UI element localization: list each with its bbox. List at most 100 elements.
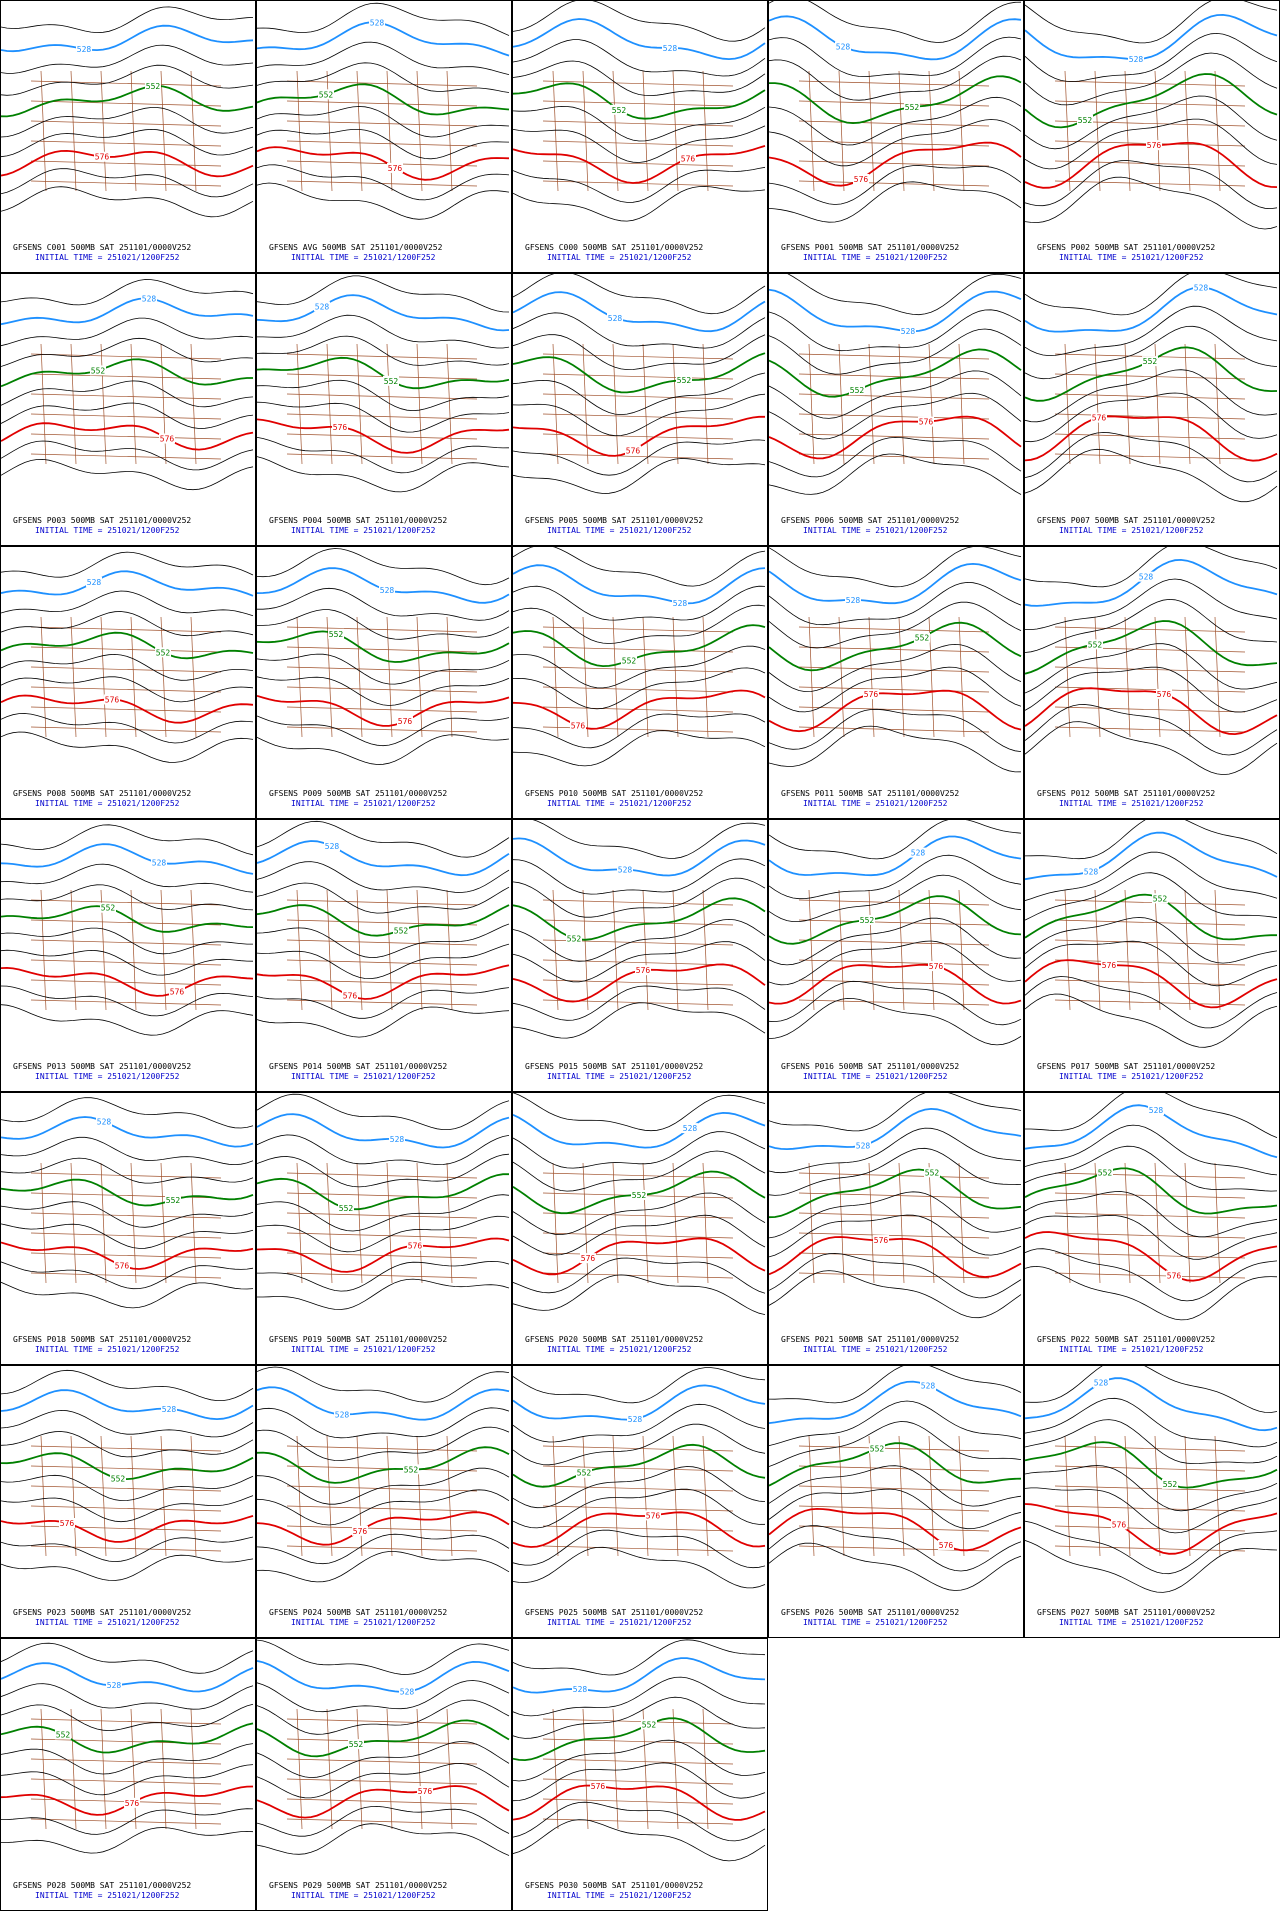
label-bg [86,576,102,587]
caption-bg [769,510,1023,545]
panel-title: GFSENS P008 500MB SAT 251101/0000V252 [13,789,191,798]
map: 528 552 576 GFSENS P012 500MB SAT 251101/00… [1025,547,1279,818]
label-bg [869,1443,885,1454]
border-line [356,616,363,738]
border-line [702,1708,709,1830]
contour [769,141,1022,187]
contour [257,1173,509,1211]
contour [513,1511,766,1548]
map: 528 552 576 GFSENS P026 500MB SAT 251101/00… [769,1366,1023,1637]
border-line [798,626,990,633]
border-line [416,1435,423,1557]
contour [769,963,1022,1005]
label-bg [863,689,879,700]
border-line [702,70,709,192]
contour [513,1214,766,1256]
border-line [1214,70,1221,192]
contour [769,1366,1022,1404]
border-line [898,1435,905,1557]
contour [513,1717,766,1762]
contour-label: 552 [349,1740,364,1749]
label-bg [417,1786,433,1797]
panel-title: GFSENS P001 500MB SAT 251101/0000V252 [781,243,959,252]
border-line [40,1162,47,1284]
contour [1,905,254,933]
border-line [30,959,222,966]
contour [257,1489,510,1526]
label-bg [106,1680,122,1691]
border-line [286,1212,478,1219]
contour [1025,432,1278,483]
contour-label: 528 [836,43,851,52]
contour [769,288,1022,333]
label-bg [635,965,651,976]
contour-label: 576 [571,722,586,731]
border-line [612,1162,619,1284]
contour-label: 528 [618,865,633,874]
border-line [542,919,734,926]
map: 528 552 576 GFSENS P024 500MB SAT 251101/00… [257,1366,511,1637]
contour [1,380,254,408]
contour [257,41,510,75]
contour-label: 528 [846,596,861,605]
map: 528 552 576 GFSENS P002 500MB SAT 251101/00… [1025,1,1279,272]
contour [1025,369,1278,423]
border-line [286,160,478,167]
label-bg [914,632,930,643]
label-bg [110,1473,126,1484]
contour [513,1192,766,1236]
panel-title: GFSENS P030 500MB SAT 251101/0000V252 [525,1881,703,1890]
border-line [582,1435,589,1557]
border-line [356,343,363,465]
border-line [40,889,47,1011]
contour [257,1660,510,1693]
contour [1,1201,254,1228]
contour [513,105,766,142]
border-line [542,979,734,986]
contour [257,1426,510,1462]
contour [513,291,766,333]
map-panel: 528 552 576 GFSENS P027 500MB SAT 251101/00… [1024,1365,1280,1638]
contour [1,1178,254,1207]
contour [769,1400,1022,1446]
border-line [1054,453,1246,460]
contour [513,372,766,416]
contour [1,1536,254,1563]
border-line [286,1505,478,1512]
border-line [672,1708,679,1830]
map: 528 552 576 GFSENS P010 500MB SAT 251101/00… [513,547,767,818]
border-line [542,1252,734,1259]
border-line [1094,889,1101,1011]
contour [257,1093,510,1130]
border-line [286,646,478,653]
contour [1025,872,1278,921]
contour [257,1134,510,1166]
border-line [798,919,990,926]
contour [257,1639,510,1675]
contour-label: 552 [567,934,582,943]
contour [257,275,510,313]
border-line [552,70,559,192]
contour [769,725,1022,773]
border-line [542,1798,734,1805]
panel-title: GFSENS P027 500MB SAT 251101/0000V252 [1037,1608,1215,1617]
init-time: INITIAL TIME = 251021/1200F252 [803,1072,948,1081]
contour [1,676,254,703]
contour [1,985,254,1017]
contour-label: 576 [1167,1271,1182,1280]
init-time: INITIAL TIME = 251021/1200F252 [803,1345,948,1354]
contour [1025,118,1278,170]
map: 528 552 576 GFSENS P019 500MB SAT 251101/00… [257,1093,511,1364]
label-bg [155,647,171,658]
border-line [1154,70,1161,192]
border-line [1054,1272,1246,1279]
contour [257,401,510,433]
contour [513,1443,766,1488]
border-line [40,70,47,192]
contour-label: 552 [56,1731,71,1740]
contour [257,418,510,454]
init-time: INITIAL TIME = 251021/1200F252 [291,1345,436,1354]
border-line [808,70,815,192]
contour [1,1764,254,1796]
